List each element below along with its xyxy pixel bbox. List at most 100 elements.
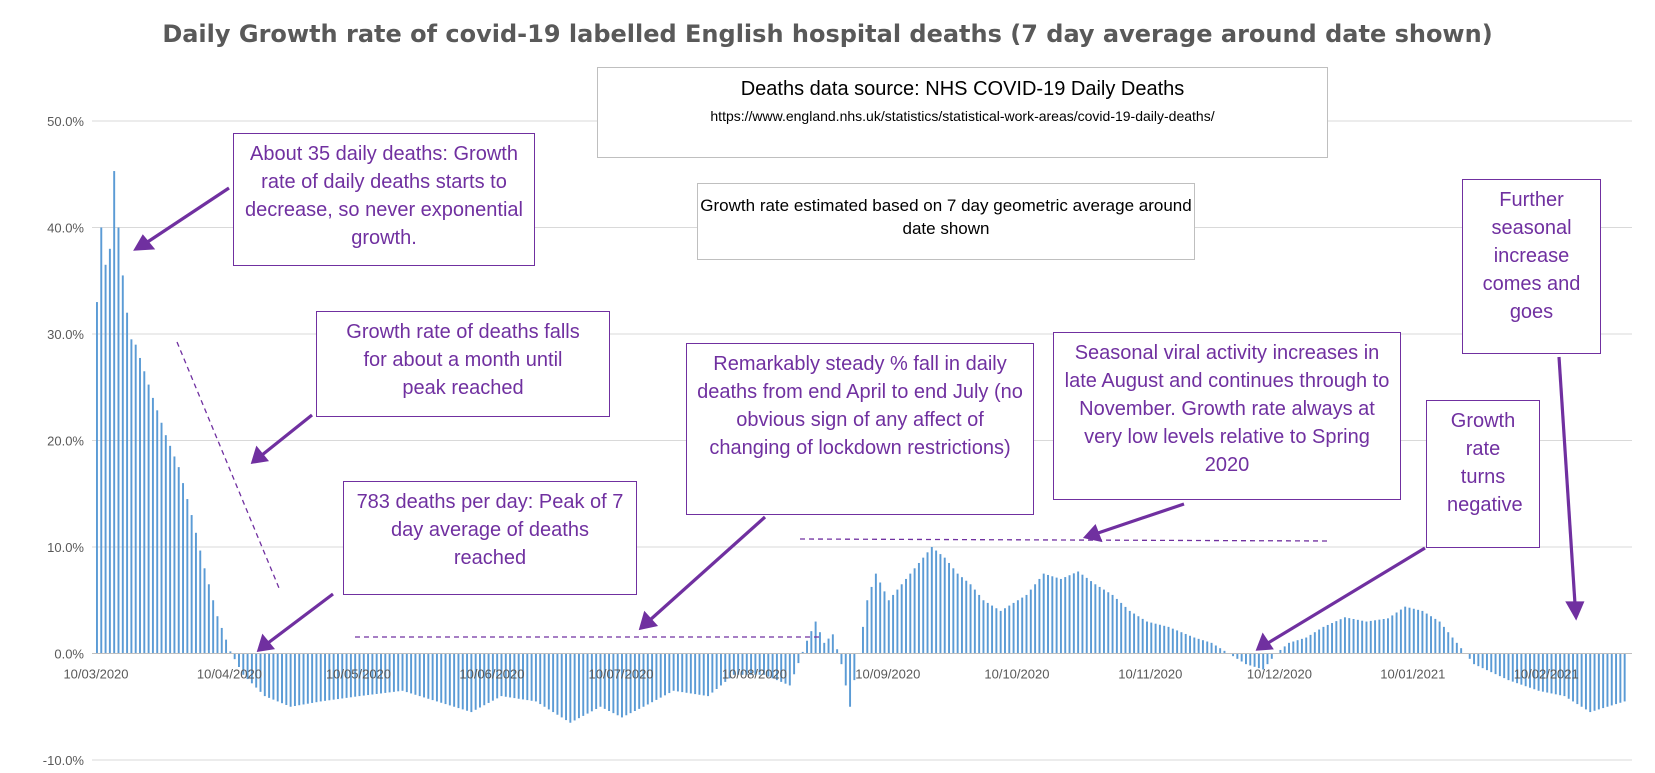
bar xyxy=(126,312,129,654)
bar xyxy=(384,653,387,693)
bar xyxy=(625,653,628,716)
bar xyxy=(1378,619,1381,654)
bar xyxy=(259,653,262,692)
bar xyxy=(560,653,563,718)
guide-line-seasonal xyxy=(799,538,1331,542)
bar xyxy=(1494,653,1497,675)
bar xyxy=(621,653,623,718)
bar xyxy=(1382,618,1385,654)
bar xyxy=(1305,637,1308,654)
bar xyxy=(775,653,778,681)
x-tick-label: 10/01/2021 xyxy=(1380,667,1445,682)
bar xyxy=(444,653,447,705)
bar xyxy=(263,653,266,697)
bar xyxy=(1059,578,1062,654)
bar xyxy=(702,653,705,696)
bar xyxy=(156,410,159,654)
method-note-box: Growth rate estimated based on 7 day geo… xyxy=(697,183,1195,260)
bar xyxy=(1468,653,1471,659)
bar xyxy=(1481,653,1484,669)
annotation-further-seasonal-text: Further seasonal increase comes and goes xyxy=(1482,189,1581,323)
bar xyxy=(194,532,197,654)
bar xyxy=(991,605,994,654)
annotation-turns-negative: Growth rate turns negative xyxy=(1426,400,1540,548)
bar xyxy=(840,653,843,665)
bar xyxy=(1042,573,1045,654)
bar xyxy=(173,456,176,654)
bar xyxy=(1348,618,1351,654)
bar xyxy=(586,653,589,714)
bar xyxy=(638,653,641,709)
bar xyxy=(849,653,852,707)
bar xyxy=(285,653,288,705)
bar xyxy=(1541,653,1544,692)
bar xyxy=(1047,574,1049,654)
arrow-further-seasonal xyxy=(1557,356,1577,605)
bar xyxy=(483,653,486,706)
bar xyxy=(1309,634,1312,654)
bar xyxy=(1498,653,1501,677)
bar xyxy=(758,653,761,675)
bar xyxy=(268,653,271,698)
bar xyxy=(1012,602,1015,654)
bar xyxy=(1356,619,1359,654)
bar xyxy=(229,651,232,654)
bar xyxy=(612,653,615,714)
y-tick-label: 40.0% xyxy=(47,221,84,236)
bar xyxy=(1249,653,1252,666)
bar xyxy=(164,435,167,654)
x-tick-label: 10/11/2020 xyxy=(1118,667,1182,682)
bar xyxy=(319,653,322,702)
bar xyxy=(1206,641,1209,654)
bar xyxy=(806,640,808,654)
bar xyxy=(139,357,141,654)
bar xyxy=(694,653,697,695)
annotation-peak-text: 783 deaths per day: Peak of 7 day averag… xyxy=(356,491,624,569)
bar xyxy=(1180,632,1183,654)
bar xyxy=(435,653,438,702)
bar xyxy=(948,562,951,654)
y-tick-label: -10.0% xyxy=(43,753,85,768)
bar xyxy=(1240,653,1243,662)
bar xyxy=(388,653,391,693)
annotation-turns-negative-text: Growth rate turns negative xyxy=(1447,410,1523,516)
bar xyxy=(810,631,813,654)
bar xyxy=(1253,653,1256,667)
bar xyxy=(926,552,929,654)
bar xyxy=(1219,648,1222,654)
bar xyxy=(423,653,425,698)
bar xyxy=(298,653,301,706)
bar xyxy=(715,653,718,689)
bar xyxy=(324,653,327,701)
bar xyxy=(1421,610,1424,654)
bar xyxy=(1602,653,1605,709)
bar xyxy=(917,562,920,654)
bar xyxy=(767,653,770,677)
bar xyxy=(905,578,907,654)
bar xyxy=(1150,622,1153,654)
bar xyxy=(1120,602,1123,654)
bar xyxy=(250,653,253,684)
bar xyxy=(1399,609,1402,654)
bar xyxy=(1021,597,1024,654)
bar xyxy=(1559,653,1562,696)
bar xyxy=(491,653,494,701)
bar xyxy=(1343,617,1346,654)
method-note: Growth rate estimated based on 7 day geo… xyxy=(700,196,1192,238)
bar xyxy=(220,627,223,654)
bar xyxy=(431,653,434,701)
bar xyxy=(1361,620,1364,654)
bar xyxy=(1189,635,1191,654)
bar xyxy=(182,483,185,654)
bar xyxy=(487,653,490,703)
bar xyxy=(1606,653,1609,707)
bar xyxy=(479,653,481,708)
bar xyxy=(440,653,443,703)
bar xyxy=(608,653,611,712)
bar xyxy=(1266,653,1269,665)
bar xyxy=(354,653,357,697)
bar xyxy=(745,653,748,675)
axes: 50.0% 40.0% 30.0% 20.0% 10.0% 0.0% -10.0% 10/03… xyxy=(43,114,1632,768)
bar xyxy=(345,653,348,698)
bar xyxy=(1008,605,1011,654)
